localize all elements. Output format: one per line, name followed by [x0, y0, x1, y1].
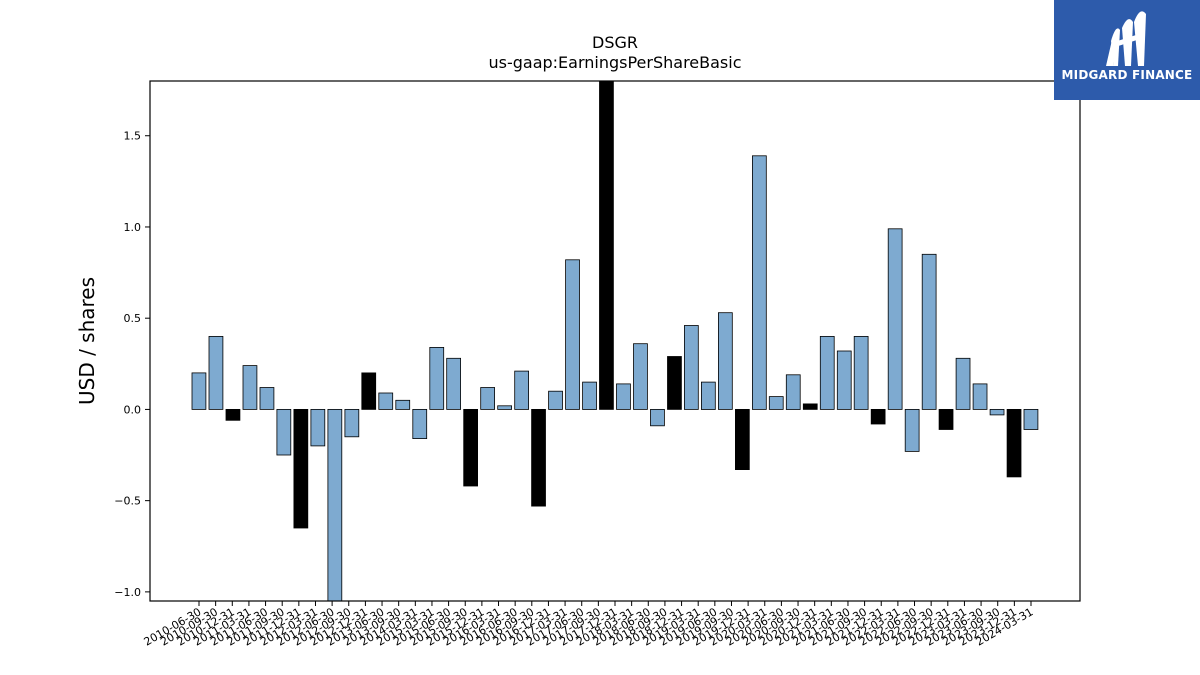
y-tick-label: −1.0: [114, 586, 141, 599]
bar-43: [921, 253, 937, 410]
bar-35: [785, 374, 801, 410]
y-tick-label: 0.0: [124, 403, 142, 416]
bar-6: [293, 408, 309, 529]
x-ticks-group: 2010-06-302010-09-302010-12-312011-03-31…: [142, 601, 1036, 649]
y-tick-label: 0.5: [124, 312, 142, 325]
bar-18: [497, 405, 513, 410]
bar-45: [955, 357, 971, 410]
bar-22: [565, 259, 580, 410]
midgard-logo-icon: [1106, 11, 1146, 67]
bars-group: [191, 80, 1039, 602]
bar-9: [344, 408, 360, 438]
bar-41: [887, 228, 903, 410]
bar-42: [904, 408, 920, 452]
brand-logo: MIDGARD FINANCE: [1054, 0, 1200, 100]
bar-1: [208, 335, 224, 410]
bar-14: [429, 346, 445, 410]
bar-2: [225, 408, 241, 421]
bar-10: [361, 372, 377, 410]
bar-3: [242, 365, 258, 410]
y-ticks-group: −1.0 −0.5 0.0 0.5 1.0 1.5: [114, 130, 150, 599]
bar-37: [819, 335, 835, 410]
bar-7: [310, 408, 326, 447]
bar-16: [463, 408, 479, 487]
chart-subtitle: us-gaap:EarningsPerShareBasic: [488, 53, 741, 72]
bar-12: [395, 399, 411, 410]
bar-39: [853, 335, 869, 410]
bar-8: [327, 408, 343, 602]
bar-33: [752, 155, 767, 410]
bar-11: [378, 392, 394, 410]
bar-48: [1006, 408, 1022, 478]
bar-34: [768, 396, 784, 410]
bar-15: [446, 357, 462, 410]
bar-47: [989, 408, 1005, 416]
bar-44: [938, 408, 954, 430]
bar-46: [972, 383, 988, 410]
bar-30: [701, 381, 716, 410]
bar-20: [531, 408, 546, 507]
bar-49: [1023, 408, 1039, 430]
bar-27: [650, 408, 665, 427]
bar-38: [836, 350, 852, 410]
chart-title: DSGR: [592, 33, 638, 52]
bar-24: [599, 80, 614, 410]
y-tick-label: 1.0: [124, 221, 142, 234]
bar-26: [633, 343, 648, 410]
bar-32: [735, 408, 750, 470]
bar-0: [191, 372, 207, 410]
bar-29: [684, 325, 699, 410]
bar-19: [514, 370, 530, 410]
bar-23: [582, 381, 597, 410]
bar-40: [870, 408, 886, 425]
bar-25: [616, 383, 631, 410]
bar-5: [276, 408, 292, 456]
brand-logo-text: MIDGARD FINANCE: [1061, 68, 1193, 82]
bar-28: [667, 356, 682, 410]
bar-21: [548, 390, 563, 410]
bar-31: [718, 312, 733, 410]
plot-frame: [149, 80, 1081, 602]
bar-36: [802, 403, 818, 410]
bar-17: [480, 387, 496, 410]
bar-13: [412, 408, 428, 439]
bar-4: [259, 387, 275, 410]
y-tick-label: −0.5: [114, 495, 141, 508]
y-axis-label: USD / shares: [75, 277, 99, 405]
y-tick-label: 1.5: [124, 130, 142, 143]
